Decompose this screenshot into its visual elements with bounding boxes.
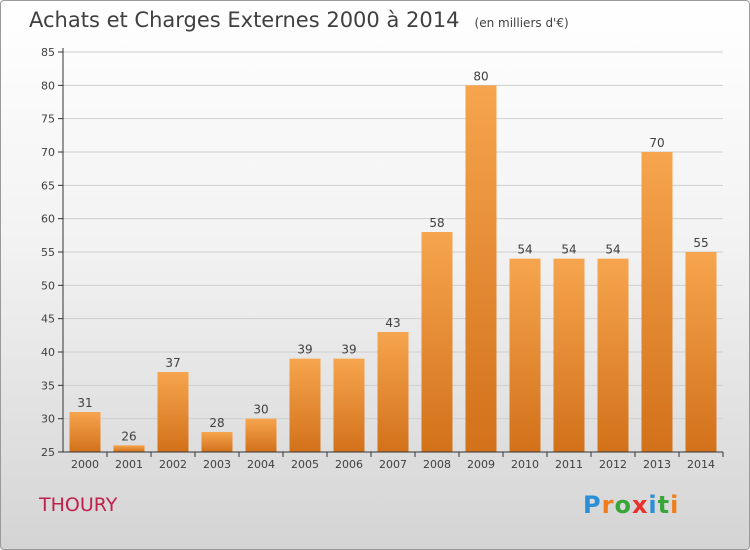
logo-letter: t (657, 491, 671, 519)
data-label-2011: 54 (561, 243, 576, 257)
x-tick-label-2010: 2010 (511, 458, 539, 471)
logo-letter: o (614, 491, 632, 519)
bar-2001 (113, 445, 145, 452)
bar-2003 (201, 432, 233, 452)
data-label-2002: 37 (165, 356, 180, 370)
data-label-2000: 31 (77, 396, 92, 410)
y-tick-label: 70 (41, 146, 55, 159)
data-label-2008: 58 (429, 216, 444, 230)
y-tick-label: 65 (41, 179, 55, 192)
data-label-2004: 30 (253, 403, 268, 417)
x-tick-label-2014: 2014 (687, 458, 715, 471)
y-tick-label: 55 (41, 246, 55, 259)
x-tick-label-2013: 2013 (643, 458, 671, 471)
data-label-2010: 54 (517, 243, 532, 257)
bar-2009 (465, 85, 497, 452)
data-label-2009: 80 (473, 69, 488, 83)
bar-2010 (509, 258, 541, 452)
bar-layer: 31 26 37 28 30 39 39 43 58 80 54 54 54 70 55 (69, 69, 717, 452)
x-tick-label-2003: 2003 (203, 458, 231, 471)
bar-2012 (597, 258, 629, 452)
x-tick-label-2005: 2005 (291, 458, 319, 471)
bar-2007 (377, 332, 409, 452)
x-tick-label-2012: 2012 (599, 458, 627, 471)
data-label-2001: 26 (121, 429, 136, 443)
data-label-2007: 43 (385, 316, 400, 330)
proxiti-logo[interactable]: Proxiti (583, 491, 679, 519)
y-tick-label: 60 (41, 213, 55, 226)
x-tick-label-2000: 2000 (71, 458, 99, 471)
data-label-2013: 70 (649, 136, 664, 150)
x-tick-label-2006: 2006 (335, 458, 363, 471)
title-row: Achats et Charges Externes 2000 à 2014 (… (29, 8, 569, 32)
bar-2011 (553, 258, 585, 452)
y-tick-label: 25 (41, 446, 55, 459)
logo-letter: i (648, 491, 658, 519)
y-tick-label: 80 (41, 79, 55, 92)
bar-2002 (157, 372, 189, 452)
data-label-2014: 55 (693, 236, 708, 250)
x-tick-label-2011: 2011 (555, 458, 583, 471)
logo-letter: x (631, 491, 649, 519)
bar-2008 (421, 232, 453, 452)
bar-2013 (641, 152, 673, 452)
axis-layer: 25 30 35 40 45 50 55 60 65 70 75 80 85 2000 2001 2002 20… (41, 46, 724, 471)
y-tick-label: 50 (41, 279, 55, 292)
y-tick-label: 45 (41, 313, 55, 326)
data-label-2003: 28 (209, 416, 224, 430)
x-tick-label-2008: 2008 (423, 458, 451, 471)
y-tick-label: 85 (41, 46, 55, 59)
bar-2004 (245, 418, 277, 452)
chart-unit-note: (en milliers d'€) (474, 16, 569, 30)
x-tick-label-2002: 2002 (159, 458, 187, 471)
x-tick-label-2004: 2004 (247, 458, 275, 471)
chart-title: Achats et Charges Externes 2000 à 2014 (29, 8, 460, 32)
y-tick-label: 35 (41, 379, 55, 392)
bar-2000 (69, 412, 101, 452)
logo-letter: P (583, 491, 602, 519)
bar-2006 (333, 358, 365, 452)
y-tick-label: 30 (41, 413, 55, 426)
bar-2005 (289, 358, 321, 452)
data-label-2006: 39 (341, 343, 356, 357)
data-label-2005: 39 (297, 343, 312, 357)
logo-letter: r (601, 491, 615, 519)
logo-letter: i (670, 491, 680, 519)
y-tick-label: 40 (41, 346, 55, 359)
bar-2014 (685, 252, 717, 452)
data-label-2012: 54 (605, 243, 620, 257)
x-tick-label-2009: 2009 (467, 458, 495, 471)
commune-name: THOURY (39, 494, 118, 516)
y-tick-label: 75 (41, 113, 55, 126)
x-tick-label-2001: 2001 (115, 458, 143, 471)
x-tick-label-2007: 2007 (379, 458, 407, 471)
